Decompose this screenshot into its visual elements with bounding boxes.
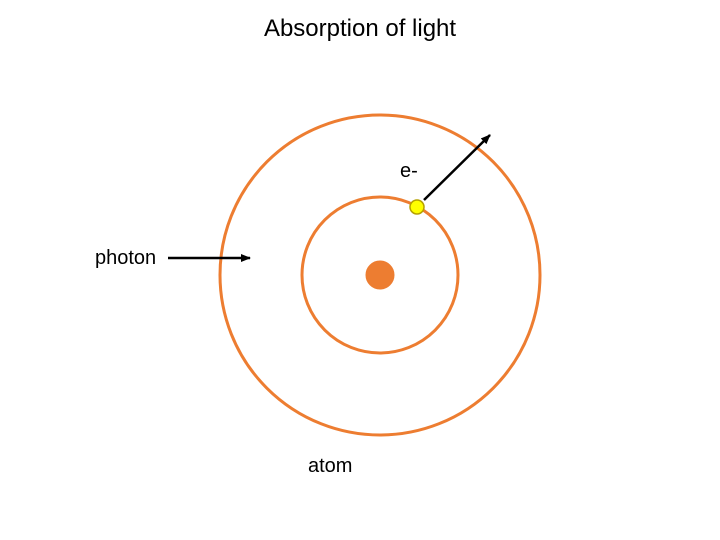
atom-diagram bbox=[0, 0, 720, 540]
photon-label: photon bbox=[95, 247, 156, 270]
electron-dot bbox=[410, 200, 424, 214]
atom-label: atom bbox=[308, 455, 352, 478]
nucleus bbox=[366, 261, 394, 289]
electron-arrow bbox=[424, 135, 490, 200]
electron-label: e- bbox=[400, 160, 418, 183]
